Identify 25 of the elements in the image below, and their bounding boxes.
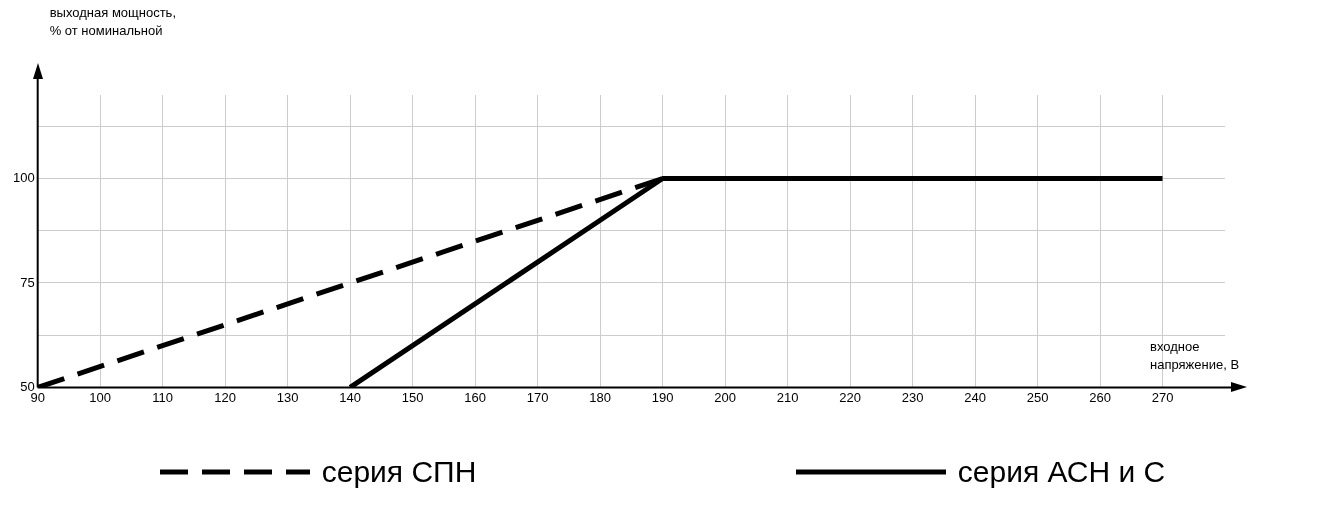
x-tick-label: 240	[964, 389, 986, 405]
legend-label: серия АСН и С	[957, 455, 1166, 489]
x-tick-label: 180	[589, 389, 611, 405]
x-tick-label: 150	[401, 389, 424, 405]
x-tick-label: 190	[651, 389, 674, 405]
y-axis-title: выходная мощность, % от номинальной	[49, 5, 176, 39]
x-tick-label: 100	[89, 389, 112, 405]
x-tick-label: 210	[776, 389, 799, 405]
x-axis-title: входное напряжение, В	[1150, 339, 1240, 373]
x-tick-label: 250	[1026, 389, 1049, 405]
y-tick-label: 50	[20, 378, 35, 394]
y-tick-label: 75	[20, 274, 35, 290]
x-tick-label: 170	[526, 389, 549, 405]
legend-label: серия СПН	[321, 455, 477, 489]
x-tick-label: 230	[901, 389, 924, 405]
x-tick-label: 270	[1151, 389, 1174, 405]
x-tick-label: 110	[152, 389, 174, 405]
x-tick-label: 160	[464, 389, 486, 405]
x-tick-label: 140	[339, 389, 361, 405]
x-tick-label: 260	[1089, 389, 1111, 405]
x-tick-label: 200	[714, 389, 736, 405]
x-tick-label: 220	[839, 389, 861, 405]
x-tick-label: 120	[214, 389, 237, 405]
x-tick-label: 130	[276, 389, 299, 405]
y-tick-label: 100	[12, 170, 35, 186]
